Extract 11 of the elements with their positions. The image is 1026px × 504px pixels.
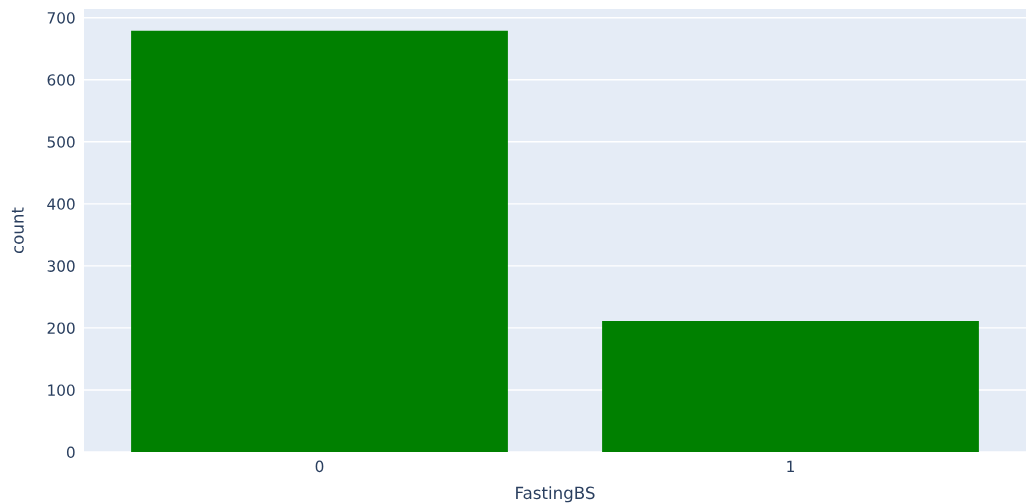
y-tick-label: 600 (47, 74, 75, 86)
y-tick-label: 300 (47, 260, 75, 272)
y-tick-label: 0 (66, 446, 75, 459)
y-axis-title: count (11, 207, 24, 254)
y-tick-label: 500 (47, 136, 75, 148)
y-tick-label: 200 (47, 322, 75, 334)
x-axis-title: FastingBS (516, 486, 595, 503)
x-tick-label: 1 (787, 460, 794, 472)
y-tick-label: 100 (48, 384, 75, 396)
y-tick-label: 700 (47, 12, 75, 24)
y-tick-label: 400 (47, 198, 75, 210)
